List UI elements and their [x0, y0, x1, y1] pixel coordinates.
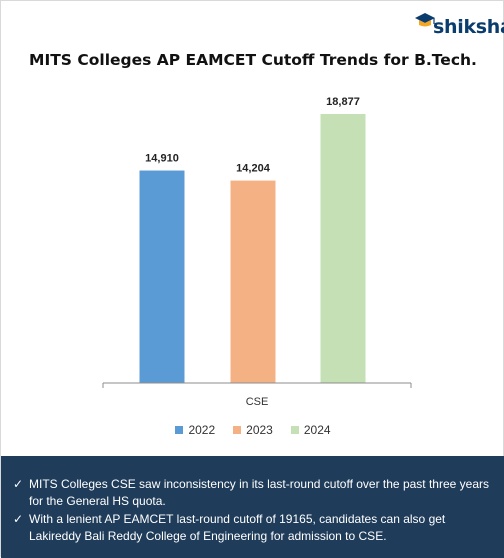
legend-swatch: [175, 426, 184, 434]
bar-chart: 14,910 14,204 18,877 CSE: [102, 96, 412, 408]
notes-panel: ✓ MITS Colleges CSE saw inconsistency in…: [1, 456, 504, 558]
bar-2024: [320, 114, 366, 383]
bar-2023: [230, 180, 276, 383]
data-label-2024: 18,877: [326, 96, 360, 108]
data-label-2023: 14,204: [236, 163, 271, 175]
chart-legend: 2022 2023 2024: [1, 423, 504, 437]
legend-item-2023: 2023: [233, 423, 273, 437]
legend-label: 2023: [246, 423, 273, 437]
legend-swatch: [233, 426, 242, 434]
check-icon: ✓: [13, 512, 24, 526]
logo-text: shiksha: [433, 16, 504, 38]
legend-label: 2022: [188, 423, 216, 437]
note-text: With a lenient AP EAMCET last-round cuto…: [29, 512, 446, 543]
note-item: ✓ MITS Colleges CSE saw inconsistency in…: [13, 476, 497, 510]
legend-item-2024: 2024: [290, 423, 331, 437]
legend-item-2022: 2022: [175, 423, 215, 437]
chart-title: MITS Colleges AP EAMCET Cutoff Trends fo…: [29, 51, 477, 69]
x-tick-label: CSE: [246, 396, 269, 408]
data-label-2022: 14,910: [145, 153, 179, 165]
shiksha-logo: shiksha: [413, 9, 504, 45]
legend-swatch: [290, 426, 299, 434]
graduation-cap-icon: [415, 13, 435, 27]
legend-label: 2024: [303, 423, 331, 437]
note-text: MITS Colleges CSE saw inconsistency in i…: [29, 477, 489, 508]
note-item: ✓ With a lenient AP EAMCET last-round cu…: [13, 511, 497, 545]
bar-2022: [139, 170, 185, 383]
check-icon: ✓: [13, 477, 24, 491]
